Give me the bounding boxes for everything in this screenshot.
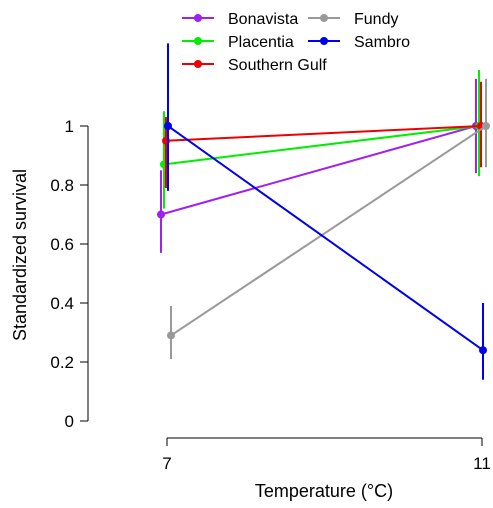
data-point [482, 122, 490, 130]
x-ticks: 7 11 [162, 438, 491, 473]
series-southern-gulf [162, 81, 485, 188]
legend-item: Bonavista [182, 11, 298, 28]
data-point [479, 346, 487, 355]
x-axis-title: Temperature (°C) [255, 481, 393, 501]
data-point [157, 210, 165, 219]
y-tick-label: 0.4 [50, 294, 74, 313]
y-ticks: 0 0.2 0.4 0.6 0.8 1 [50, 117, 88, 431]
x-tick-label: 11 [473, 454, 491, 473]
legend-swatch-point [194, 60, 202, 68]
series-line [163, 125, 480, 166]
y-tick-label: 0.8 [50, 176, 74, 195]
y-tick-label: 0.6 [50, 235, 74, 254]
series-line [165, 125, 482, 142]
series-fundy [167, 78, 490, 360]
axes [87, 126, 482, 439]
legend-label: Bonavista [228, 11, 298, 28]
legend: Bonavista Placentia Southern Gulf Fundy Samb… [182, 11, 410, 74]
legend-swatch-point [320, 14, 328, 22]
y-axis-title: Standardized survival [10, 169, 30, 341]
series-line [160, 125, 477, 216]
legend-label: Fundy [354, 11, 398, 28]
legend-label: Southern Gulf [228, 57, 327, 74]
y-tick-label: 0.2 [50, 353, 74, 372]
legend-swatch-point [320, 37, 328, 45]
series-bonavista [157, 78, 480, 253]
series-line [167, 125, 484, 352]
data-point [167, 331, 175, 340]
legend-item: Southern Gulf [182, 57, 327, 74]
y-tick-label: 0 [65, 412, 74, 431]
legend-label: Sambro [354, 34, 410, 51]
data-point [164, 122, 172, 130]
series-line [170, 125, 487, 337]
legend-swatch-point [194, 37, 202, 45]
legend-label: Placentia [228, 34, 294, 51]
y-tick-label: 1 [65, 117, 74, 136]
legend-item: Sambro [308, 34, 410, 51]
x-tick-label: 7 [162, 454, 171, 473]
legend-item: Fundy [308, 11, 398, 28]
series-sambro [164, 43, 487, 380]
legend-item: Placentia [182, 34, 294, 51]
legend-swatch-point [194, 14, 202, 22]
series-layer [157, 43, 490, 380]
